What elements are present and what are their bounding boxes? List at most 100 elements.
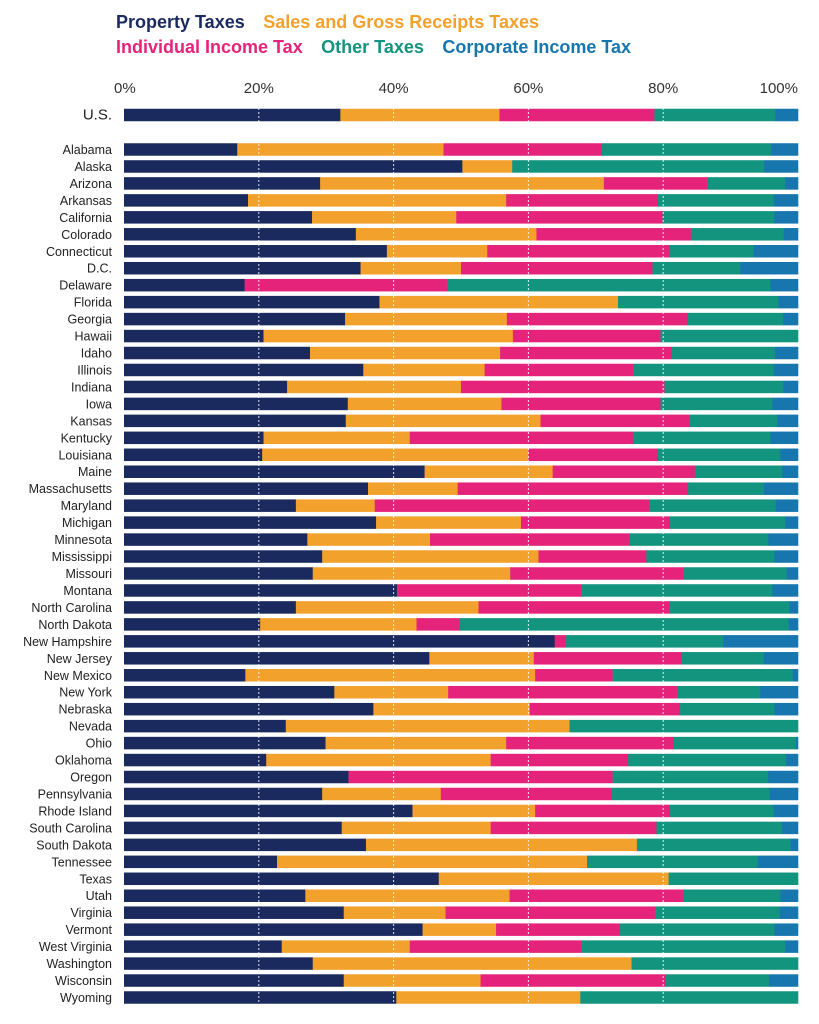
category-label-arizona: Arizona [70,177,112,191]
bar-utah-sales-and-gross-receipts-taxes [305,889,510,902]
bar-vermont-other-taxes [620,923,775,936]
bar-new-mexico-individual-income-tax [535,669,613,682]
bar-montana-corporate-income-tax [772,584,799,597]
category-label-west-virginia: West Virginia [39,940,112,954]
bar-virginia-other-taxes [655,906,781,919]
bar-illinois-sales-and-gross-receipts-taxes [363,363,485,377]
bar-alabama-sales-and-gross-receipts-taxes [237,143,444,156]
bar-florida-corporate-income-tax [778,295,799,309]
bar-kentucky-corporate-income-tax [770,431,799,445]
bar-new-jersey-property-taxes [124,652,430,665]
bar-new-york-other-taxes [677,685,761,699]
legend-row-1: Property Taxes Sales and Gross Receipts … [116,10,806,35]
bar-delaware-individual-income-tax [244,278,448,292]
bar-montana-individual-income-tax [396,584,582,597]
category-label-kansas: Kansas [70,414,112,428]
bar-maryland-property-taxes [124,499,297,512]
category-label-nebraska: Nebraska [59,703,113,717]
bar-arizona-property-taxes [124,177,321,190]
bar-u-s-corporate-income-tax [775,108,799,122]
category-label-maryland: Maryland [61,499,112,513]
bar-maryland-individual-income-tax [374,499,650,512]
bar-wisconsin-property-taxes [124,974,345,987]
category-label-wyoming: Wyoming [60,991,112,1005]
bar-south-carolina-property-taxes [124,821,342,835]
bar-north-dakota-sales-and-gross-receipts-taxes [260,618,417,631]
bar-delaware-corporate-income-tax [770,278,799,292]
bar-oklahoma-sales-and-gross-receipts-taxes [266,753,491,767]
bar-maryland-sales-and-gross-receipts-taxes [295,499,376,512]
bar-nebraska-other-taxes [680,702,775,716]
category-label-nevada: Nevada [69,720,112,734]
bar-arkansas-other-taxes [657,194,775,207]
bar-arkansas-individual-income-tax [506,194,659,207]
bar-colorado-property-taxes [124,228,357,241]
bar-massachusetts-property-taxes [124,482,369,495]
bar-new-jersey-individual-income-tax [533,652,682,665]
bar-nevada-other-taxes [569,719,799,733]
bar-idaho-corporate-income-tax [775,346,799,360]
bar-kansas-individual-income-tax [540,414,690,428]
category-label-maine: Maine [78,465,112,479]
bar-connecticut-sales-and-gross-receipts-taxes [386,245,488,258]
bar-new-york-individual-income-tax [448,685,678,699]
category-label-massachusetts: Massachusetts [29,482,112,496]
bar-minnesota-sales-and-gross-receipts-taxes [307,533,431,546]
legend-corporate-income-tax: Corporate Income Tax [442,37,632,57]
bar-south-carolina-corporate-income-tax [781,821,799,835]
category-label-florida: Florida [74,296,112,310]
bar-nevada-sales-and-gross-receipts-taxes [285,719,570,733]
bar-south-dakota-property-taxes [124,838,367,852]
category-label-oklahoma: Oklahoma [55,754,112,768]
bar-rhode-island-individual-income-tax [535,804,671,818]
bar-vermont-corporate-income-tax [774,923,799,936]
bar-michigan-individual-income-tax [520,516,671,529]
bar-utah-other-taxes [683,889,781,902]
category-label-arkansas: Arkansas [60,194,112,208]
category-label-north-carolina: North Carolina [31,601,112,615]
bar-louisiana-individual-income-tax [528,448,659,462]
x-tick-label-1: 20% [244,80,274,97]
bar-u-s-property-taxes [124,108,341,122]
bar-mississippi-property-taxes [124,550,323,563]
category-label-georgia: Georgia [68,313,113,327]
bar-north-dakota-individual-income-tax [416,618,460,631]
bar-oregon-corporate-income-tax [768,770,799,784]
bar-illinois-other-taxes [633,363,775,377]
bar-virginia-sales-and-gross-receipts-taxes [343,906,446,919]
bar-mississippi-other-taxes [646,550,775,563]
bar-utah-property-taxes [124,889,306,902]
bar-arkansas-sales-and-gross-receipts-taxes [248,194,507,207]
bar-d-c-sales-and-gross-receipts-taxes [360,261,462,275]
category-label-tennessee: Tennessee [52,855,113,869]
bar-mississippi-corporate-income-tax [774,550,799,563]
bar-georgia-corporate-income-tax [783,312,799,326]
bar-oregon-other-taxes [612,770,769,784]
bar-oklahoma-individual-income-tax [490,753,629,767]
legend-sales-gross-receipts-taxes: Sales and Gross Receipts Taxes [263,12,539,32]
bar-arizona-individual-income-tax [603,177,708,190]
category-label-indiana: Indiana [71,380,112,394]
bar-new-hampshire-property-taxes [124,635,555,648]
bar-north-carolina-corporate-income-tax [789,601,799,614]
bar-michigan-property-taxes [124,516,377,529]
bar-u-s-sales-and-gross-receipts-taxes [340,108,500,122]
bar-georgia-individual-income-tax [506,312,688,326]
bar-florida-property-taxes [124,295,380,309]
bar-kentucky-sales-and-gross-receipts-taxes [263,431,411,445]
category-label-michigan: Michigan [62,516,112,530]
bar-u-s-other-taxes [654,108,776,122]
bar-new-york-sales-and-gross-receipts-taxes [334,685,449,699]
bar-rhode-island-other-taxes [669,804,775,818]
category-label-mississippi: Mississippi [52,550,112,564]
bar-west-virginia-individual-income-tax [409,940,582,953]
bar-tennessee-corporate-income-tax [757,855,799,869]
bar-louisiana-property-taxes [124,448,263,462]
bar-louisiana-sales-and-gross-receipts-taxes [262,448,529,462]
bar-colorado-corporate-income-tax [783,228,799,241]
x-tick-label-3: 60% [513,80,543,97]
bar-alabama-individual-income-tax [443,143,603,156]
bar-delaware-other-taxes [447,278,771,292]
bar-kentucky-other-taxes [632,431,771,445]
